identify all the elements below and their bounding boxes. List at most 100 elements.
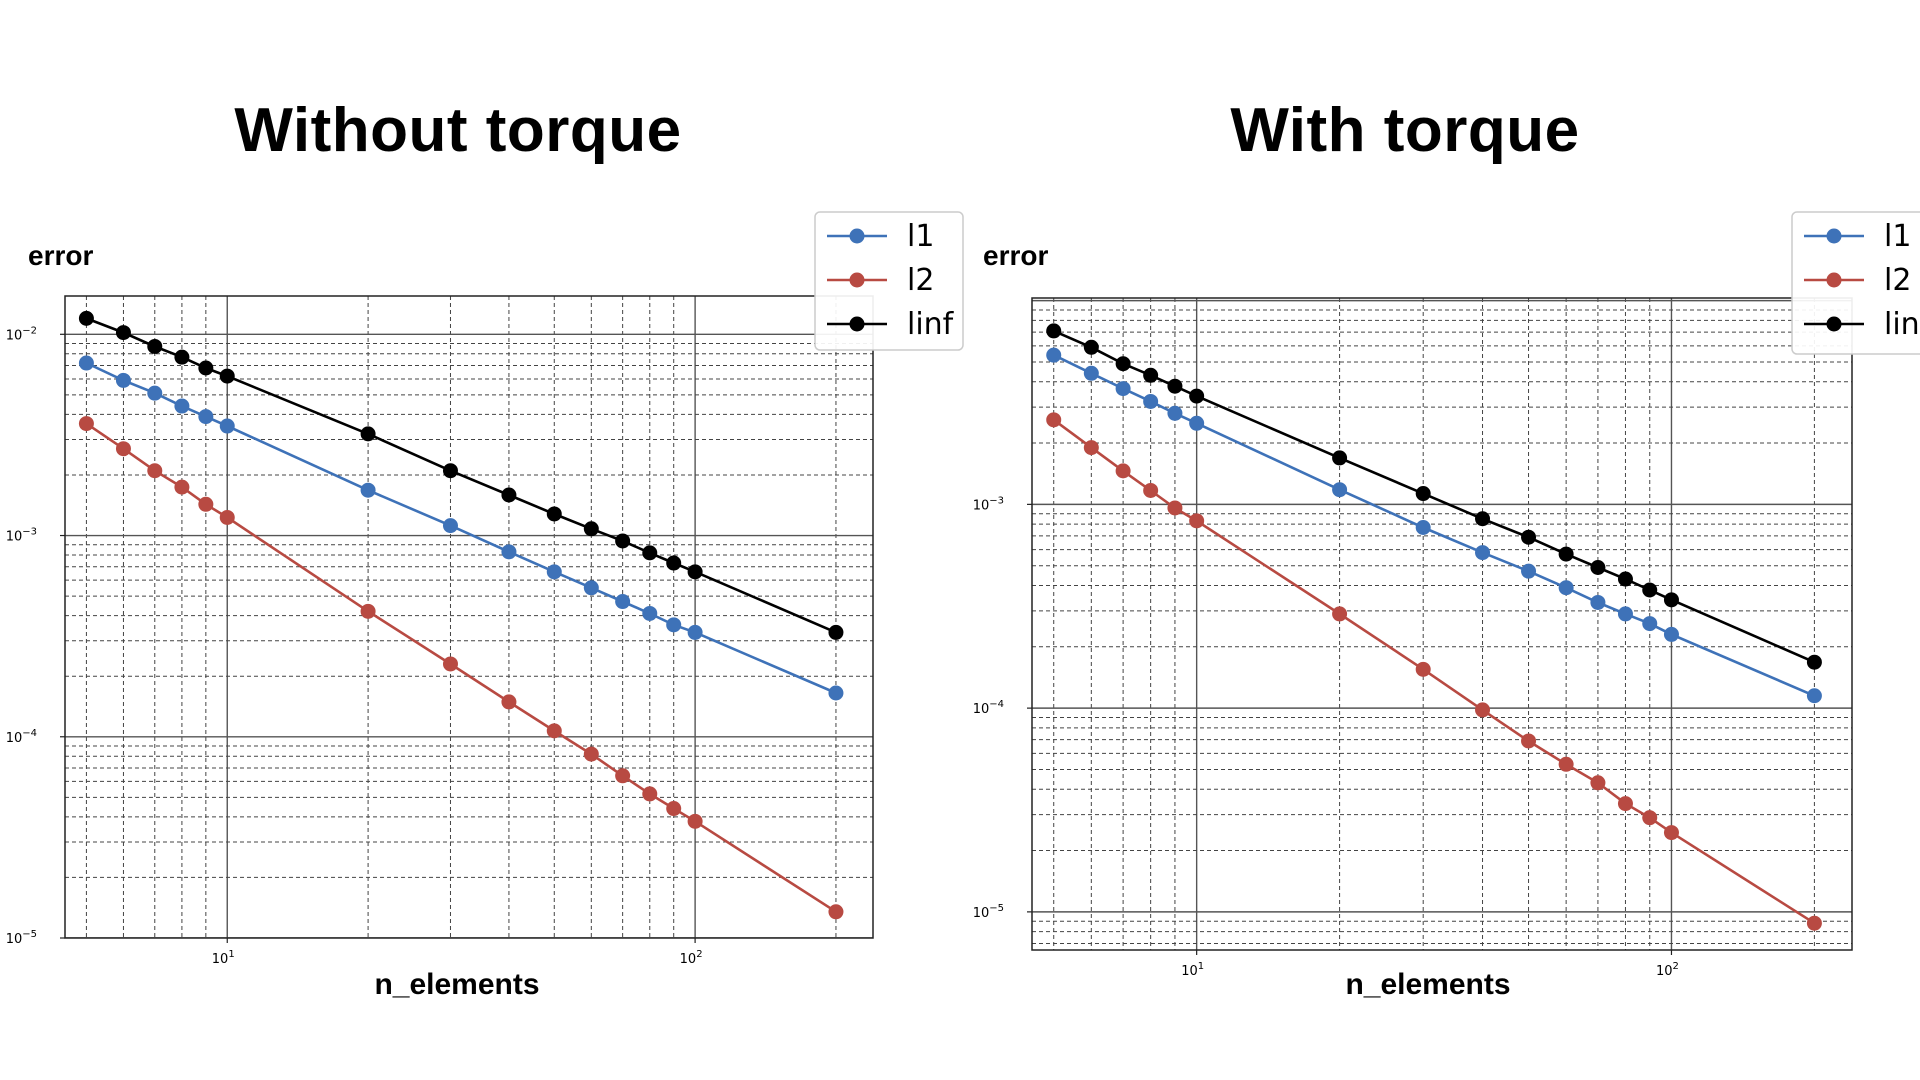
- data-point-l1: [1332, 482, 1348, 498]
- data-point-l1: [687, 624, 703, 640]
- data-point-l2: [583, 746, 599, 762]
- data-point-linf: [1558, 546, 1574, 562]
- data-point-l2: [1558, 756, 1574, 772]
- data-point-l1: [1189, 415, 1205, 431]
- data-point-linf: [642, 545, 658, 561]
- legend-marker-l2: [849, 272, 865, 288]
- data-point-l1: [219, 418, 235, 434]
- series-l1: [78, 355, 844, 701]
- data-point-l1: [666, 617, 682, 633]
- data-point-l2: [1167, 500, 1183, 516]
- data-point-linf: [174, 349, 190, 365]
- data-point-l1: [198, 409, 214, 425]
- legend: l1 l2 linf: [814, 211, 964, 351]
- series-linf: [1046, 323, 1822, 670]
- series-l2: [78, 416, 844, 920]
- data-point-l1: [1521, 563, 1537, 579]
- chart-with-torque: 101 102 10−5 10−4 10−3 l1 l2 linf: [973, 211, 1920, 979]
- x-tick-label: 102: [680, 949, 703, 967]
- data-point-linf: [1115, 356, 1131, 372]
- right-chart-title: With torque: [1230, 96, 1580, 165]
- data-point-l1: [1558, 580, 1574, 596]
- data-point-l2: [687, 813, 703, 829]
- data-point-l1: [1475, 545, 1491, 561]
- x-tick-label: 102: [1656, 961, 1679, 979]
- data-point-l2: [546, 723, 562, 739]
- data-point-l2: [1617, 796, 1633, 812]
- data-point-l1: [442, 518, 458, 534]
- x-tick-label: 101: [212, 949, 235, 967]
- legend-label-l2: l2: [1884, 263, 1911, 298]
- right-x-axis-label: n_elements: [1345, 968, 1511, 1001]
- data-point-l2: [1332, 606, 1348, 622]
- data-point-l1: [1806, 688, 1822, 704]
- data-point-l2: [1083, 440, 1099, 456]
- data-point-linf: [1046, 323, 1062, 339]
- data-point-linf: [687, 564, 703, 580]
- data-point-linf: [78, 310, 94, 326]
- legend-marker-linf: [849, 316, 865, 332]
- data-point-l2: [1475, 702, 1491, 718]
- legend-marker-l1: [849, 228, 865, 244]
- y-tick-label: 10−2: [6, 325, 37, 343]
- series-line-linf: [1053, 329, 1815, 664]
- data-point-l1: [78, 355, 94, 371]
- data-point-l2: [1642, 810, 1658, 826]
- data-point-l1: [115, 372, 131, 388]
- data-point-l2: [1115, 463, 1131, 479]
- right-y-axis-label: error: [983, 240, 1049, 271]
- series-l2: [1046, 412, 1822, 931]
- series-line-l2: [85, 422, 837, 913]
- data-point-linf: [1083, 339, 1099, 355]
- y-tick-label: 10−4: [973, 699, 1004, 717]
- legend-marker-l2: [1826, 272, 1842, 288]
- data-point-l1: [1617, 606, 1633, 622]
- data-point-linf: [115, 325, 131, 341]
- axes-frame: [1031, 297, 1853, 951]
- legend-box: [814, 211, 964, 351]
- data-point-linf: [1475, 511, 1491, 527]
- data-point-l2: [501, 694, 517, 710]
- data-point-l1: [828, 685, 844, 701]
- left-x-axis-label: n_elements: [374, 968, 540, 1001]
- data-point-l2: [642, 786, 658, 802]
- data-point-linf: [1143, 367, 1159, 383]
- data-point-l2: [147, 463, 163, 479]
- data-point-l2: [360, 603, 376, 619]
- legend-label-l2: l2: [907, 263, 934, 298]
- data-point-l2: [1415, 661, 1431, 677]
- data-point-linf: [147, 338, 163, 354]
- data-point-l2: [1143, 482, 1159, 498]
- data-point-linf: [198, 360, 214, 376]
- y-tick-label: 10−3: [6, 527, 37, 545]
- left-y-axis-label: error: [28, 240, 94, 271]
- data-point-linf: [1642, 582, 1658, 598]
- series-line-l2: [1052, 418, 1816, 925]
- data-point-l1: [642, 605, 658, 621]
- data-point-l1: [174, 398, 190, 414]
- data-point-l2: [174, 479, 190, 495]
- data-point-linf: [219, 368, 235, 384]
- data-point-l1: [1590, 594, 1606, 610]
- data-point-l2: [442, 656, 458, 672]
- data-point-l2: [1590, 775, 1606, 791]
- legend-marker-l1: [1826, 228, 1842, 244]
- data-point-linf: [583, 521, 599, 537]
- data-point-l1: [1115, 381, 1131, 397]
- data-point-linf: [1167, 378, 1183, 394]
- legend-label-linf: linf: [1884, 307, 1920, 342]
- data-point-l2: [1806, 915, 1822, 931]
- data-point-l2: [115, 441, 131, 457]
- data-point-l2: [1521, 733, 1537, 749]
- data-point-linf: [666, 555, 682, 571]
- data-point-linf: [615, 533, 631, 549]
- legend: l1 l2 linf: [1791, 211, 1920, 355]
- data-point-l1: [1415, 519, 1431, 535]
- legend-label-l1: l1: [907, 219, 934, 254]
- data-point-l1: [501, 544, 517, 560]
- data-point-l1: [1083, 365, 1099, 381]
- data-point-l1: [1046, 347, 1062, 363]
- data-point-l2: [78, 416, 94, 432]
- data-point-linf: [1332, 450, 1348, 466]
